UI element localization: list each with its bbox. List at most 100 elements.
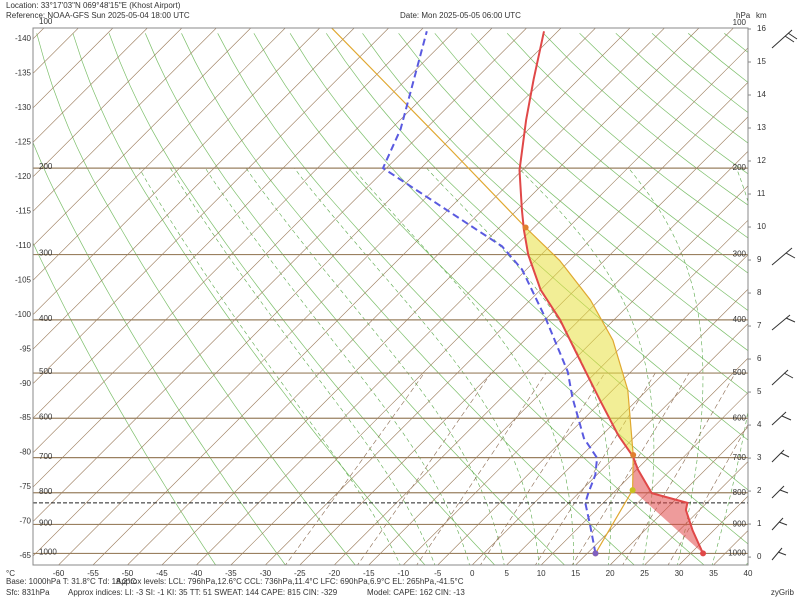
dry-adiabat: [506, 33, 748, 239]
surface-point: [592, 550, 599, 557]
isotherm: [575, 392, 748, 565]
left-temperature-label: -105: [15, 275, 32, 284]
x-tick-label: -15: [363, 569, 375, 578]
dry-adiabat: [434, 33, 748, 312]
pressure-label: 200: [39, 162, 53, 171]
isotherm: [437, 254, 748, 565]
levels-info: Approx levels: LCL: 796hPa,12.6°C CCL: 7…: [116, 577, 464, 586]
isotherm: [33, 28, 562, 557]
isotherm: [33, 28, 286, 281]
left-temperature-label: -120: [15, 172, 32, 181]
dry-adiabat: [33, 141, 286, 565]
isotherm: [368, 185, 748, 565]
left-temperature-label: -130: [15, 103, 32, 112]
pressure-label: 1000: [39, 548, 57, 557]
x-tick-label: -30: [260, 569, 272, 578]
plot-data: [33, 28, 748, 557]
isotherm: [644, 461, 748, 565]
pressure-label: 600: [39, 412, 53, 421]
dry-adiabat: [217, 33, 705, 565]
isotherm: [196, 28, 734, 565]
isotherm: [33, 28, 527, 522]
pressure-unit: hPa: [736, 11, 751, 20]
isotherm: [33, 28, 355, 350]
credit: zyGrib: [771, 588, 795, 597]
profile-line: [381, 31, 599, 554]
left-temperature-label: -95: [19, 344, 31, 353]
wind-barb: [771, 547, 787, 561]
isotherm: [334, 150, 748, 565]
left-temperature-label: -140: [15, 34, 32, 43]
isotherm: [265, 81, 748, 565]
isotherm: [609, 426, 748, 565]
y2-tick-label: 2: [757, 486, 762, 495]
pressure-label: 400: [733, 315, 747, 324]
x-tick-label: 5: [504, 569, 509, 578]
x-tick-label: -55: [87, 569, 99, 578]
dry-adiabat: [181, 33, 635, 565]
left-temperature-label: -85: [19, 413, 31, 422]
pressure-label: 900: [39, 519, 53, 528]
wind-barbs: [771, 29, 798, 561]
x-tick-label: 30: [675, 569, 684, 578]
profile-line: [518, 31, 704, 554]
y2-tick-label: 8: [757, 288, 762, 297]
y2-tick-label: 15: [757, 57, 766, 66]
profile-line: [330, 28, 634, 554]
pressure-label: 800: [39, 487, 53, 496]
reference: Reference: NOAA-GFS Sun 2025-05-04 18:00…: [6, 11, 190, 20]
y2-tick-label: 6: [757, 354, 762, 363]
y2-tick-label: 16: [757, 24, 766, 33]
y2-tick-label: 0: [757, 552, 762, 561]
x-tick-label: 15: [571, 569, 580, 578]
moist-adiabat: [352, 167, 574, 565]
wind-barb: [771, 369, 794, 386]
dry-adiabat: [108, 33, 496, 565]
mixing-ratio-line: [357, 372, 492, 565]
left-temperature-label: -115: [16, 206, 32, 215]
mixing-ratio-line: [480, 372, 605, 565]
y2-tick-label: 7: [757, 321, 762, 330]
indices-info: Approx indices: LI: -3 SI: -1 KI: 35 TT:…: [68, 588, 338, 597]
location: Location: 33°17'03"N 069°48'15"E (Khost …: [6, 1, 181, 10]
pressure-label: 400: [39, 314, 53, 323]
left-temperature-label: -90: [19, 379, 31, 388]
wind-barb: [771, 411, 792, 426]
isotherm: [33, 28, 251, 246]
isotherm: [33, 28, 458, 453]
pressure-label: 1000: [728, 549, 746, 558]
isotherm: [230, 47, 748, 565]
x-tick-label: -45: [156, 569, 168, 578]
pressure-label: 100: [733, 18, 747, 27]
pressure-label: 600: [733, 413, 747, 422]
pressure-label: 900: [733, 520, 747, 529]
moist-adiabat: [426, 167, 612, 565]
dry-adiabat: [326, 33, 748, 441]
y2-tick-label: 4: [757, 420, 762, 429]
left-temperature-label: -70: [19, 517, 31, 526]
x-tick-label: -10: [397, 569, 409, 578]
isotherm: [33, 28, 114, 109]
x-tick-label: -35: [225, 569, 237, 578]
isotherm: [506, 323, 748, 565]
y2-tick-label: 11: [757, 189, 766, 198]
isotherm: [58, 28, 596, 565]
x-axis-label: °C: [6, 569, 15, 578]
isotherm: [403, 219, 748, 565]
isotherm: [127, 28, 665, 565]
left-temperature-label: -100: [15, 310, 32, 319]
x-tick-label: 20: [606, 569, 615, 578]
wind-barb: [771, 517, 788, 531]
dry-adiabat: [362, 33, 748, 395]
level-point: [630, 452, 637, 459]
x-tick-label: -5: [434, 569, 442, 578]
isotherm: [540, 357, 748, 565]
mixing-ratio-line: [285, 372, 425, 565]
dry-adiabat: [470, 33, 748, 274]
moist-adiabat: [139, 167, 401, 565]
x-tick-label: -40: [191, 569, 203, 578]
left-temperature-label: -80: [19, 448, 31, 457]
surface-info: Sfc: 831hPa: [6, 588, 50, 597]
moist-adiabat: [518, 167, 655, 565]
